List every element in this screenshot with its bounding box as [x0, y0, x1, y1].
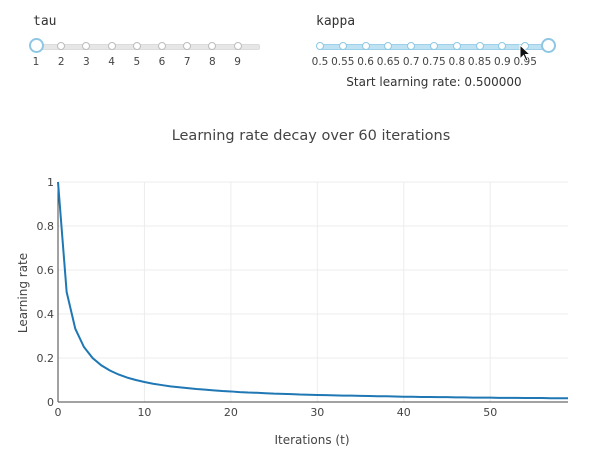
kappa-slider[interactable]: [314, 38, 556, 54]
tau-tick-dot[interactable]: [183, 42, 192, 50]
learning-rate-chart: Learning rate decay over 60 iterations 0…: [16, 128, 568, 447]
tau-tick-dot[interactable]: [233, 42, 242, 50]
kappa-slider-handle[interactable]: [541, 38, 556, 53]
tau-tick-label: 9: [234, 56, 241, 68]
tau-tick-dot[interactable]: [57, 42, 66, 50]
x-tick-label: 10: [137, 406, 151, 419]
tau-tick-dot[interactable]: [208, 42, 217, 50]
y-tick-label: 0.6: [37, 264, 55, 277]
kappa-tick-label: 0.6: [357, 56, 374, 68]
tau-tick-dot[interactable]: [107, 42, 116, 50]
mouse-cursor-icon: [519, 44, 532, 62]
tau-tick-label: 6: [158, 56, 166, 68]
y-tick-label: 1: [47, 176, 54, 189]
tau-tick-labels: 1 2 3 4 5 6 7 8 9: [30, 56, 266, 70]
kappa-tick-dot[interactable]: [452, 42, 461, 50]
kappa-tick-label: 0.75: [422, 56, 446, 68]
kappa-tick-dot[interactable]: [361, 42, 370, 50]
chart-axes: [57, 182, 568, 403]
tau-tick-dot[interactable]: [158, 42, 166, 50]
y-tick-label: 0: [47, 396, 54, 409]
tau-tick-dot[interactable]: [82, 42, 91, 50]
tau-tick-label: 1: [32, 56, 40, 68]
tau-slider-handle[interactable]: [29, 38, 44, 53]
tau-tick-label: 5: [133, 56, 141, 68]
kappa-tick-label: 0.55: [331, 56, 355, 68]
tau-tick-label: 7: [183, 56, 191, 68]
x-tick-label: 30: [310, 406, 324, 419]
kappa-tick-label: 0.9: [494, 56, 511, 68]
x-tick-label: 50: [483, 406, 497, 419]
y-axis-label: Learning rate: [16, 253, 30, 333]
chart-tick-labels: 0 10 20 30 40 50 0 0.2 0.4 0.6 0.8 1: [37, 176, 498, 419]
tau-slider-track[interactable]: [36, 44, 260, 50]
kappa-tick-dot[interactable]: [384, 42, 393, 50]
kappa-tick-dot[interactable]: [316, 42, 324, 50]
kappa-tick-dot[interactable]: [338, 42, 347, 50]
kappa-tick-labels: 0.5 0.55 0.6 0.65 0.7 0.75 0.8 0.85 0.9 0.95: [311, 56, 554, 70]
x-tick-label: 0: [55, 406, 62, 419]
tau-tick-label: 3: [83, 56, 90, 68]
x-tick-label: 40: [397, 406, 411, 419]
x-axis-label: Iterations (t): [274, 433, 349, 447]
kappa-tick-label: 0.95: [513, 56, 537, 68]
kappa-tick-label: 0.7: [402, 56, 420, 68]
chart-grid: [58, 181, 568, 402]
kappa-tick-dot[interactable]: [407, 42, 416, 50]
kappa-slider-label: kappa: [316, 14, 356, 29]
x-tick-label: 20: [224, 406, 238, 419]
tau-tick-label: 8: [209, 56, 216, 68]
learning-rate-series-line: [57, 181, 568, 400]
kappa-tick-dot[interactable]: [430, 42, 438, 50]
y-tick-label: 0.4: [37, 308, 55, 321]
tau-tick-dot[interactable]: [132, 42, 141, 50]
kappa-tick-label: 0.5: [311, 56, 329, 68]
kappa-tick-label: 0.85: [467, 56, 492, 68]
start-learning-rate-text: Start learning rate: 0.500000: [346, 75, 522, 89]
tau-slider[interactable]: [29, 38, 266, 54]
y-tick-label: 0.8: [37, 220, 55, 233]
y-tick-label: 0.2: [37, 352, 55, 365]
kappa-tick-dot[interactable]: [498, 42, 507, 50]
kappa-tick-dot[interactable]: [475, 42, 484, 50]
tau-slider-label: tau: [33, 14, 57, 29]
chart-title: Learning rate decay over 60 iterations: [172, 128, 451, 144]
kappa-tick-label: 0.8: [448, 56, 466, 68]
kappa-tick-label: 0.65: [376, 56, 401, 68]
tau-tick-label: 4: [108, 56, 115, 68]
tau-tick-label: 2: [57, 56, 65, 68]
